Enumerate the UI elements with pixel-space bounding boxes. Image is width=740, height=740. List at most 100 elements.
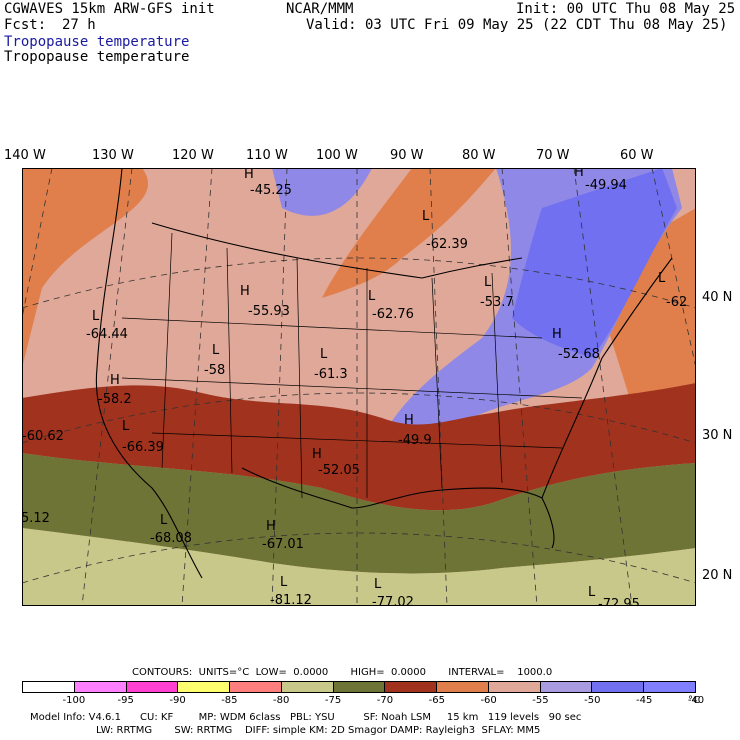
colorbar-swatch bbox=[23, 682, 75, 692]
center-marker: H bbox=[574, 168, 584, 180]
center-value: -68.08 bbox=[150, 531, 192, 546]
map-border bbox=[22, 168, 696, 606]
center-value: -49.94 bbox=[585, 178, 627, 193]
center-value: -62 bbox=[666, 295, 687, 310]
center-value: -45.25 bbox=[250, 183, 292, 198]
colorbar-swatch bbox=[281, 682, 334, 692]
region-nw-purple bbox=[272, 168, 372, 216]
colorbar-swatch bbox=[644, 682, 695, 692]
lat-label-20n: 20 N bbox=[702, 568, 733, 583]
center-value: -67.01 bbox=[262, 537, 304, 552]
colorbar-tick-label: -70 bbox=[376, 695, 394, 706]
colorbar-swatch bbox=[126, 682, 179, 692]
center-marker: L bbox=[212, 343, 220, 358]
center-value: -52.05 bbox=[318, 463, 360, 478]
region-west-orange bbox=[22, 168, 149, 368]
us-canada-border bbox=[151, 222, 523, 279]
colorbar-tick-label: -90 bbox=[169, 695, 186, 706]
colorbar-tick-label: -45 bbox=[635, 695, 653, 706]
center-marker: L bbox=[484, 275, 492, 290]
field-title: Tropopause temperature bbox=[4, 49, 190, 65]
center-value: -62.39 bbox=[426, 237, 468, 252]
center-marker: L bbox=[280, 575, 288, 590]
center-marker: L bbox=[368, 289, 376, 304]
center-marker: L bbox=[374, 577, 382, 592]
lon-label-100w: 100 W bbox=[316, 148, 358, 163]
center-marker: H bbox=[404, 413, 414, 428]
center-value: -65.12 bbox=[22, 511, 50, 526]
colorbar-tick-label: -65 bbox=[428, 695, 445, 706]
region-north-orange bbox=[322, 168, 496, 298]
pressure-center-labels: H -45.25 H -49.94 L -62.39 L -64.44 H -5… bbox=[22, 168, 687, 606]
region-khaki bbox=[22, 528, 696, 606]
colorbar-tick-label: -80 bbox=[273, 695, 290, 706]
init-time: Init: 00 UTC Thu 08 May 25 bbox=[516, 1, 736, 17]
center-marker: L bbox=[422, 209, 430, 224]
field-title-blue: Tropopause temperature bbox=[4, 34, 190, 50]
center-value: -52.68 bbox=[558, 347, 600, 362]
atlantic-coast bbox=[541, 257, 673, 499]
center-marker: L bbox=[160, 513, 168, 528]
tropopause-temperature-map: H -45.25 H -49.94 L -62.39 L -64.44 H -5… bbox=[22, 168, 696, 606]
center-value: -77.02 bbox=[372, 595, 414, 606]
center-marker: H bbox=[266, 519, 276, 534]
center-marker: H bbox=[244, 168, 254, 182]
center-marker: L bbox=[122, 419, 130, 434]
colorbar-tick-label: -50 bbox=[584, 695, 601, 706]
colorbar-swatch bbox=[230, 682, 282, 692]
contours-info: CONTOURS: UNITS=°C LOW= 0.0000 HIGH= 0.0… bbox=[132, 667, 553, 678]
graticule bbox=[22, 168, 696, 606]
valid-time: Valid: 03 UTC Fri 09 May 25 (22 CDT Thu … bbox=[306, 17, 728, 33]
colorbar-unit: °C bbox=[688, 695, 700, 706]
colorbar-tick-label: -40 bbox=[687, 695, 705, 706]
colorbar-swatch bbox=[488, 682, 541, 692]
model-title: CGWAVES 15km ARW-GFS init bbox=[4, 1, 215, 17]
center-value: -55.93 bbox=[248, 304, 290, 319]
center-marker: H bbox=[110, 373, 120, 388]
region-subtropical-red bbox=[22, 383, 696, 511]
colorbar-swatch bbox=[385, 682, 438, 692]
forecast-label: Fcst: bbox=[4, 17, 47, 33]
center-value: -49.9 bbox=[398, 433, 432, 448]
lon-label-80w: 80 W bbox=[462, 148, 496, 163]
center-value: -81.12 bbox=[270, 593, 312, 606]
center-marker: L bbox=[320, 347, 328, 362]
model-info-line2: LW: RRTMG SW: RRTMG DIFF: simple KM: 2D … bbox=[96, 725, 541, 736]
coastlines bbox=[95, 168, 673, 579]
center-marker: L bbox=[658, 271, 666, 286]
center-value: -62.76 bbox=[372, 307, 414, 322]
lat-label-30n: 30 N bbox=[702, 428, 733, 443]
colorbar bbox=[22, 681, 696, 693]
center-value: -58 bbox=[204, 363, 225, 378]
region-olive bbox=[22, 453, 696, 574]
region-trough-core bbox=[512, 168, 677, 358]
lat-label-40n: 40 N bbox=[702, 290, 733, 305]
center-marker: H bbox=[312, 447, 322, 462]
center-marker: L bbox=[92, 309, 100, 324]
colorbar-swatch bbox=[540, 682, 593, 692]
center-marker: L bbox=[588, 585, 596, 600]
lon-label-60w: 60 W bbox=[620, 148, 654, 163]
florida-coast bbox=[541, 497, 555, 549]
colorbar-swatch bbox=[333, 682, 386, 692]
center-marker: H bbox=[552, 327, 562, 342]
colorbar-swatch bbox=[74, 682, 127, 692]
colorbar-tick-label: -85 bbox=[221, 695, 238, 706]
colorbar-swatch bbox=[178, 682, 231, 692]
center-value: -72.95 bbox=[598, 597, 640, 606]
center-value: -58.2 bbox=[98, 392, 132, 407]
colorbar-tick-label: -55 bbox=[532, 695, 549, 706]
lon-label-90w: 90 W bbox=[390, 148, 424, 163]
center-value: -53.7 bbox=[480, 295, 514, 310]
colorbar-tick-label: -75 bbox=[324, 695, 342, 706]
colorbar-tick-label: -95 bbox=[117, 695, 134, 706]
center-value: -60.62 bbox=[22, 429, 64, 444]
center-marker: H bbox=[240, 284, 250, 299]
lon-label-130w: 130 W bbox=[92, 148, 134, 163]
model-info-line1: Model Info: V4.6.1 CU: KF MP: WDM 6class… bbox=[30, 712, 582, 723]
center-value: -66.39 bbox=[122, 440, 164, 455]
colorbar-swatch bbox=[592, 682, 645, 692]
lon-label-140w: 140 W bbox=[4, 148, 46, 163]
colorbar-tick-label: -60 bbox=[480, 695, 497, 706]
gulf-coast bbox=[241, 467, 543, 509]
